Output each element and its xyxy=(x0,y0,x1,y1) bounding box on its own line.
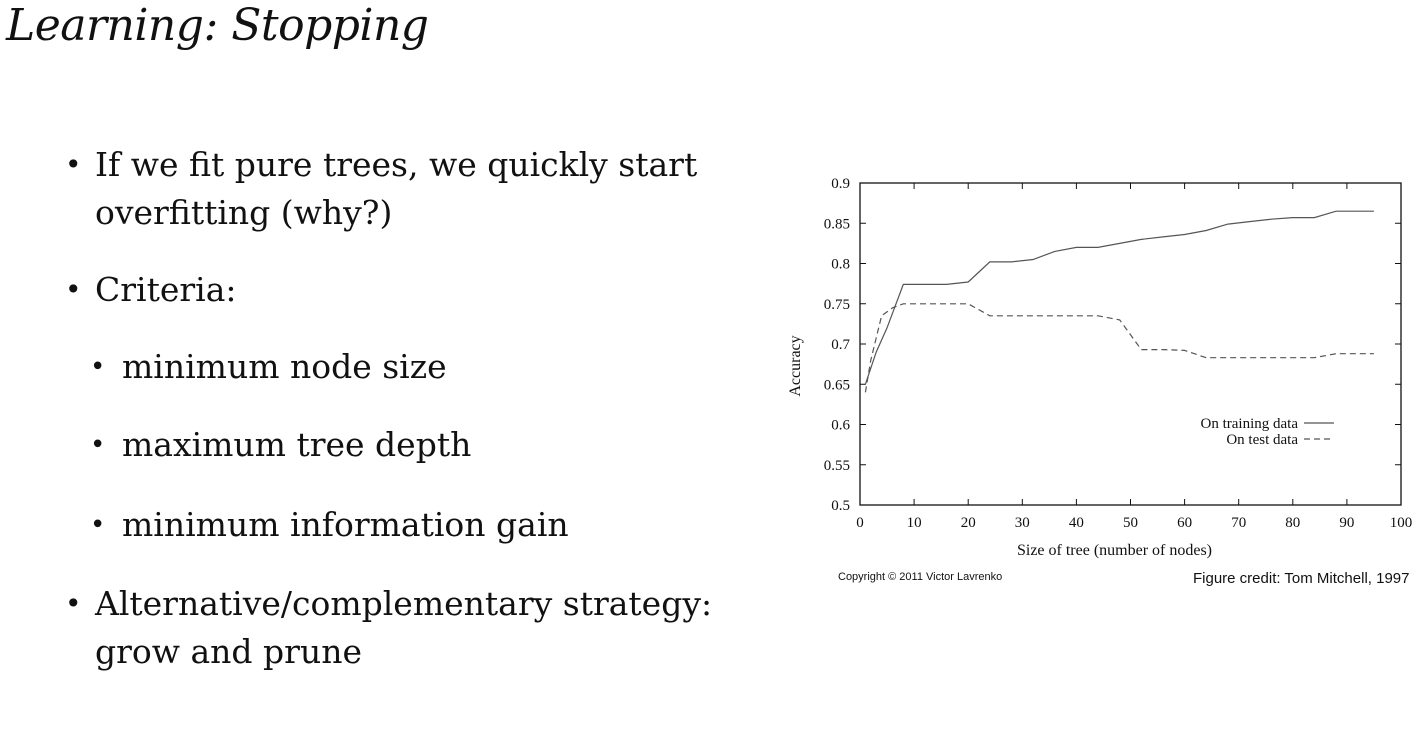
y-tick-label: 0.75 xyxy=(824,297,850,313)
bullet-text-line: minimum information gain xyxy=(122,505,569,544)
bullet-dot: • xyxy=(90,352,106,382)
x-tick-label: 90 xyxy=(1339,515,1354,531)
y-tick-label: 0.9 xyxy=(831,176,850,192)
accuracy-chart-svg: 0.5 0.55 0.6 0.65 0.7 0.75 0.8 0.85 0.9 0 10 20 30 40… xyxy=(787,176,1413,559)
plot-frame xyxy=(859,182,1402,506)
bullet-text-line: minimum node size xyxy=(122,347,447,386)
bullet-dot: • xyxy=(65,273,82,306)
x-tick-label: 50 xyxy=(1123,515,1138,531)
bullet-dot: • xyxy=(65,148,82,181)
bullet-text-line: overfitting (why?) xyxy=(95,193,393,232)
bullet-text-line: If we fit pure trees, we quickly start xyxy=(95,145,698,184)
y-tick-label: 0.6 xyxy=(831,418,850,434)
sub-bullet-item-4: • maximum tree depth xyxy=(90,421,472,469)
x-tick-label: 100 xyxy=(1390,515,1413,531)
bullet-text-line: maximum tree depth xyxy=(122,425,472,464)
x-tick-label: 70 xyxy=(1231,515,1246,531)
legend-label: On training data xyxy=(1201,416,1299,432)
y-tick-label: 0.7 xyxy=(831,337,850,353)
y-tick-label: 0.65 xyxy=(824,377,850,393)
test-data-line xyxy=(864,303,1374,393)
bullet-item-1: • If we fit pure trees, we quickly start o… xyxy=(65,141,698,237)
bullet-dot: • xyxy=(90,510,106,540)
sub-bullet-item-5: • minimum information gain xyxy=(90,501,569,549)
y-axis-label: Accuracy xyxy=(787,335,804,396)
bullet-text-line: Criteria: xyxy=(95,270,237,309)
sub-bullet-item-3: • minimum node size xyxy=(90,343,447,391)
x-tick-label: 60 xyxy=(1177,515,1192,531)
accuracy-chart: 0.5 0.55 0.6 0.65 0.7 0.75 0.8 0.85 0.9 0 10 20 30 40… xyxy=(770,160,1422,600)
y-tick-label: 0.85 xyxy=(824,216,850,232)
x-tick-label: 10 xyxy=(907,515,922,531)
y-tick-label: 0.8 xyxy=(831,257,850,273)
bullet-dot: • xyxy=(65,587,82,620)
x-axis-label: Size of tree (number of nodes) xyxy=(1017,542,1212,559)
bullet-dot: • xyxy=(90,430,106,460)
figure-credit: Figure credit: Tom Mitchell, 1997 xyxy=(1193,570,1410,587)
x-tick-label: 0 xyxy=(856,515,864,531)
slide-title: Learning: Stopping xyxy=(6,0,429,51)
copyright-note: Copyright © 2011 Victor Lavrenko xyxy=(838,571,1003,583)
training-data-line xyxy=(864,210,1374,385)
x-tick-label: 30 xyxy=(1015,515,1030,531)
x-tick-label: 20 xyxy=(961,515,976,531)
y-tick-label: 0.55 xyxy=(824,458,850,474)
bullet-text-line: grow and prune xyxy=(95,632,362,671)
bullet-item-6: • Alternative/complementary strategy: grow… xyxy=(65,580,713,676)
y-tick-label: 0.5 xyxy=(831,498,850,514)
legend-label: On test data xyxy=(1226,432,1298,448)
x-tick-label: 40 xyxy=(1069,515,1084,531)
bullet-item-2: • Criteria: xyxy=(65,266,237,314)
x-tick-label: 80 xyxy=(1285,515,1300,531)
bullet-text-line: Alternative/complementary strategy: xyxy=(95,584,713,623)
